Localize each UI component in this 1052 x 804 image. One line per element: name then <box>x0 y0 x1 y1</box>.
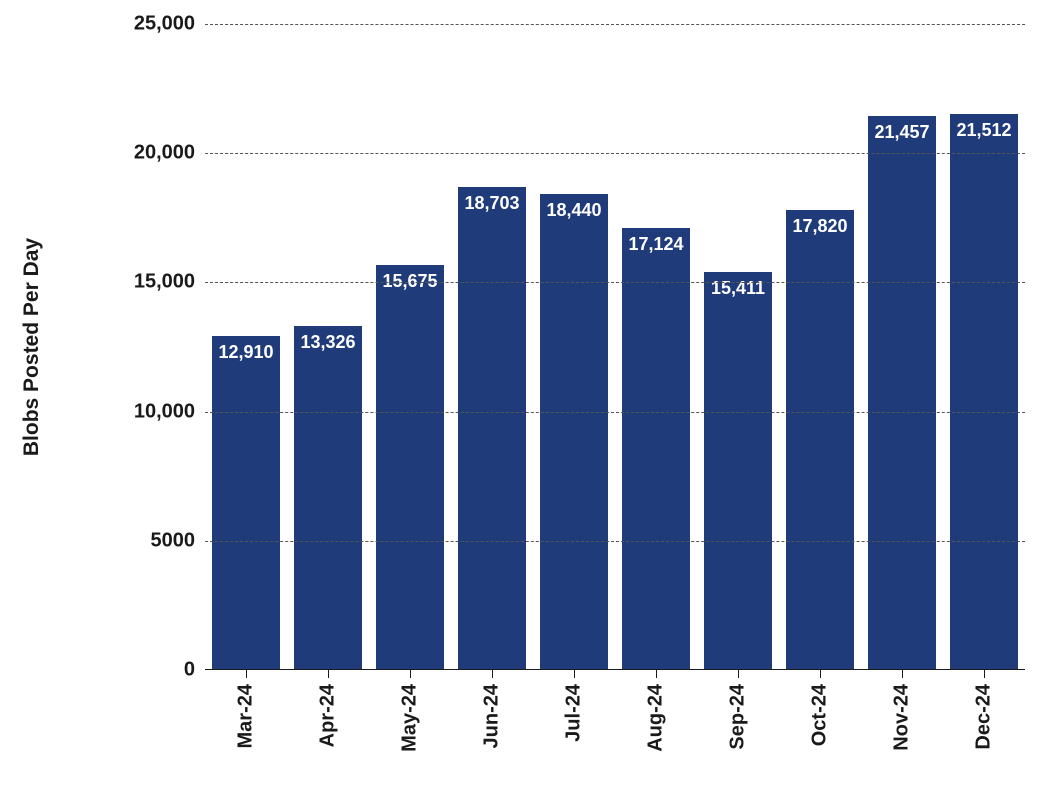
xtick-label: May-24 <box>399 684 422 752</box>
bar: 17,124 <box>622 228 689 670</box>
bar-value-label: 21,512 <box>956 120 1011 141</box>
xtick-label: Dec-24 <box>973 684 996 750</box>
gridline <box>205 153 1025 154</box>
xtick-label: Oct-24 <box>809 684 832 746</box>
xtick-label: Apr-24 <box>317 684 340 747</box>
bar-chart: Blobs Posted Per Day 12,91013,32615,6751… <box>0 0 1052 804</box>
xtick-mark <box>656 670 657 678</box>
ytick-label: 10,000 <box>134 400 205 423</box>
bar-value-label: 17,820 <box>792 216 847 237</box>
bar-value-label: 18,703 <box>464 193 519 214</box>
bar: 21,457 <box>868 116 935 670</box>
bars-group: 12,910 13,326 15,675 18,703 18,440 17,124 15,4… <box>205 24 1025 670</box>
bar-value-label: 13,326 <box>300 332 355 353</box>
gridline <box>205 24 1025 25</box>
xtick-mark <box>820 670 821 678</box>
xtick-label: Nov-24 <box>891 684 914 751</box>
ytick-label: 0 <box>184 659 205 682</box>
gridline <box>205 282 1025 283</box>
ytick-label: 5000 <box>151 529 206 552</box>
xtick-label: Mar-24 <box>235 684 258 748</box>
bar-value-label: 21,457 <box>874 122 929 143</box>
xtick-mark <box>902 670 903 678</box>
xtick-mark <box>574 670 575 678</box>
xtick-label: Sep-24 <box>727 684 750 750</box>
xtick-mark <box>492 670 493 678</box>
bar: 17,820 <box>786 210 853 670</box>
bar: 15,411 <box>704 272 771 670</box>
xtick-mark <box>328 670 329 678</box>
xtick-label: Aug-24 <box>645 684 668 752</box>
bar-value-label: 12,910 <box>218 342 273 363</box>
xtick-mark <box>246 670 247 678</box>
bar-value-label: 17,124 <box>628 234 683 255</box>
gridline <box>205 412 1025 413</box>
bar-value-label: 15,411 <box>711 278 765 299</box>
bar: 18,703 <box>458 187 525 670</box>
xtick-mark <box>984 670 985 678</box>
bar: 21,512 <box>950 114 1017 670</box>
ytick-label: 20,000 <box>134 142 205 165</box>
xtick-label: Jul-24 <box>563 684 586 742</box>
bar: 18,440 <box>540 194 607 670</box>
ytick-label: 15,000 <box>134 271 205 294</box>
ytick-label: 25,000 <box>134 13 205 36</box>
bar: 13,326 <box>294 326 361 670</box>
y-axis-label: Blobs Posted Per Day <box>20 238 44 456</box>
gridline <box>205 541 1025 542</box>
xtick-mark <box>410 670 411 678</box>
plot-area: 12,910 13,326 15,675 18,703 18,440 17,124 15,4… <box>205 24 1025 670</box>
bar: 12,910 <box>212 336 279 670</box>
bar-value-label: 18,440 <box>546 200 601 221</box>
xtick-label: Jun-24 <box>481 684 504 748</box>
xtick-mark <box>738 670 739 678</box>
bar: 15,675 <box>376 265 443 670</box>
